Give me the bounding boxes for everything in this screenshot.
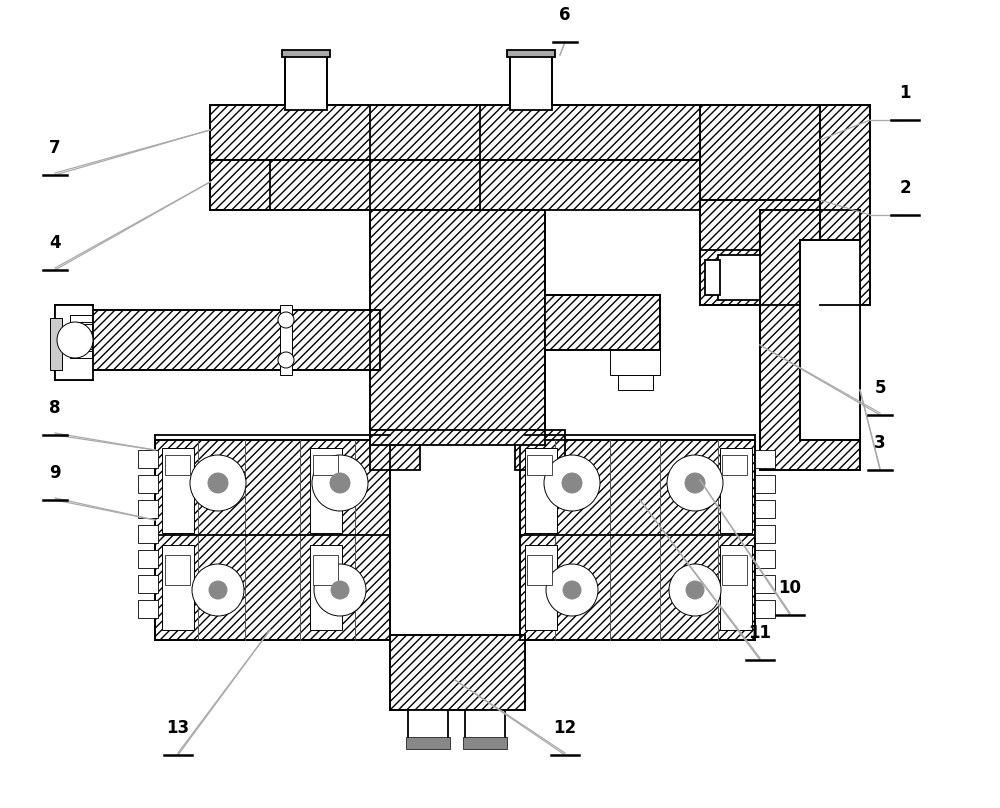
Bar — [50, 318, 62, 370]
Bar — [610, 350, 660, 375]
Text: 1: 1 — [899, 84, 911, 102]
Bar — [162, 545, 194, 630]
Bar — [527, 455, 552, 475]
Bar — [138, 600, 158, 618]
Bar — [515, 430, 565, 470]
Bar — [90, 310, 380, 370]
Text: 10: 10 — [778, 579, 802, 597]
Bar — [370, 430, 420, 470]
Bar — [800, 240, 860, 440]
Circle shape — [669, 564, 721, 616]
Text: 11: 11 — [748, 624, 772, 642]
Bar — [755, 500, 775, 518]
Circle shape — [312, 455, 368, 511]
Bar — [55, 305, 93, 380]
Text: 6: 6 — [559, 6, 571, 24]
Bar — [760, 210, 860, 470]
Circle shape — [562, 473, 582, 493]
Bar — [527, 555, 552, 585]
Bar — [507, 50, 555, 57]
Bar — [755, 475, 775, 493]
Bar — [70, 342, 92, 349]
Bar — [545, 295, 660, 350]
Circle shape — [278, 312, 294, 328]
Bar — [210, 160, 700, 210]
Circle shape — [192, 564, 244, 616]
Bar — [310, 545, 342, 630]
Bar — [525, 448, 557, 533]
Text: 8: 8 — [49, 399, 61, 417]
Bar — [155, 440, 390, 640]
Bar — [755, 575, 775, 593]
Bar — [408, 710, 448, 740]
Bar — [70, 315, 92, 322]
Text: 7: 7 — [49, 139, 61, 157]
Bar — [720, 545, 752, 630]
Circle shape — [546, 564, 598, 616]
Circle shape — [208, 473, 228, 493]
Bar — [465, 710, 505, 740]
Bar — [70, 333, 92, 340]
Bar — [705, 260, 720, 295]
Bar — [520, 440, 755, 640]
Circle shape — [57, 322, 93, 358]
Bar — [755, 600, 775, 618]
Bar — [138, 525, 158, 543]
Text: 4: 4 — [49, 234, 61, 252]
Text: 2: 2 — [899, 179, 911, 197]
Bar — [70, 351, 92, 358]
Bar — [722, 455, 747, 475]
Circle shape — [209, 581, 227, 599]
Bar — [282, 50, 330, 57]
Text: 5: 5 — [874, 379, 886, 397]
Bar — [285, 55, 327, 110]
Bar — [138, 500, 158, 518]
Bar — [755, 525, 775, 543]
Bar — [138, 450, 158, 468]
Bar — [720, 448, 752, 533]
Circle shape — [563, 581, 581, 599]
Bar — [70, 324, 92, 331]
Bar — [525, 545, 557, 630]
Bar — [165, 455, 190, 475]
Text: 9: 9 — [49, 464, 61, 482]
Circle shape — [278, 352, 294, 368]
Bar — [370, 430, 545, 445]
Circle shape — [190, 455, 246, 511]
Bar — [162, 448, 194, 533]
Bar — [370, 210, 545, 435]
Bar — [138, 475, 158, 493]
Text: 12: 12 — [553, 719, 577, 737]
Circle shape — [331, 581, 349, 599]
Text: 13: 13 — [166, 719, 190, 737]
Bar — [700, 105, 820, 305]
Circle shape — [667, 455, 723, 511]
Bar — [718, 255, 760, 300]
Circle shape — [330, 473, 350, 493]
Circle shape — [686, 581, 704, 599]
Bar — [138, 575, 158, 593]
Bar — [722, 555, 747, 585]
Circle shape — [544, 455, 600, 511]
Bar — [755, 550, 775, 568]
Bar — [618, 375, 653, 390]
Text: 3: 3 — [874, 434, 886, 452]
Bar — [510, 55, 552, 110]
Bar — [390, 635, 525, 710]
Bar — [210, 105, 700, 160]
Bar — [313, 555, 338, 585]
Bar — [463, 737, 507, 749]
Bar — [755, 450, 775, 468]
Bar — [406, 737, 450, 749]
Bar — [700, 200, 820, 305]
Bar — [370, 430, 400, 445]
Bar — [138, 550, 158, 568]
Circle shape — [685, 473, 705, 493]
Circle shape — [314, 564, 366, 616]
Bar — [820, 105, 870, 305]
Bar — [165, 555, 190, 585]
Bar — [280, 305, 292, 375]
Bar — [313, 455, 338, 475]
Bar — [310, 448, 342, 533]
